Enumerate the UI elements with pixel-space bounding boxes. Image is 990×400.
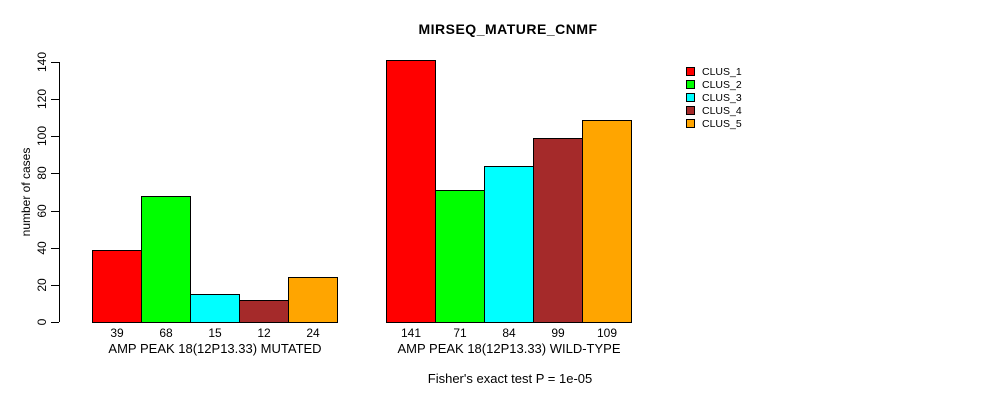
y-axis-tick-label: 40 <box>35 241 49 255</box>
legend-label: CLUS_1 <box>702 66 742 78</box>
legend-label: CLUS_4 <box>702 105 742 117</box>
legend-swatch-clus_1 <box>686 67 695 76</box>
y-axis-tick <box>51 136 59 138</box>
bar-value-label: 15 <box>208 326 222 340</box>
y-axis-tick-label: 140 <box>35 51 49 73</box>
bar-value-label: 39 <box>110 326 124 340</box>
y-axis-tick <box>51 62 59 63</box>
bar-value-label: 141 <box>400 326 422 340</box>
bar-clus_5-group2 <box>582 119 632 323</box>
bar-clus_4-group2 <box>533 138 583 323</box>
y-axis-tick-label: 120 <box>35 89 49 110</box>
legend-swatch-clus_5 <box>686 119 695 128</box>
group-label-2: AMP PEAK 18(12P13.33) WILD-TYPE <box>397 341 621 356</box>
chart-title: MIRSEQ_MATURE_CNMF <box>418 21 598 37</box>
bar-value-label: 84 <box>502 326 516 340</box>
group-label-1: AMP PEAK 18(12P13.33) MUTATED <box>108 341 322 356</box>
bar-clus_3-group2 <box>484 166 534 323</box>
legend-label: CLUS_3 <box>702 92 742 104</box>
bar-value-label: 12 <box>257 326 271 340</box>
bar-clus_2-group1 <box>141 195 191 323</box>
y-axis-tick-label: 0 <box>35 318 49 326</box>
legend-swatch-clus_2 <box>686 80 695 89</box>
y-axis-tick <box>51 322 59 323</box>
y-axis-label: number of cases <box>19 147 33 237</box>
bar-clus_1-group2 <box>386 60 436 323</box>
bar-clus_4-group1 <box>239 299 289 323</box>
legend-label: CLUS_2 <box>702 79 742 91</box>
annotation-fisher-test: Fisher's exact test P = 1e-05 <box>427 371 593 386</box>
legend-swatch-clus_3 <box>686 93 695 102</box>
legend-swatch-clus_4 <box>686 106 695 115</box>
y-axis-tick-label: 60 <box>35 203 49 218</box>
legend-label: CLUS_5 <box>702 118 742 130</box>
bar-clus_2-group2 <box>435 190 485 323</box>
bar-clus_1-group1 <box>92 249 142 323</box>
y-axis-tick-label: 100 <box>35 126 49 147</box>
bar-value-label: 99 <box>551 326 565 340</box>
y-axis-tick <box>51 173 59 175</box>
bar-clus_5-group1 <box>288 277 338 323</box>
bar-value-label: 109 <box>596 326 618 340</box>
bar-clus_3-group1 <box>190 294 240 323</box>
y-axis-tick <box>51 210 59 212</box>
y-axis-tick <box>51 99 59 101</box>
y-axis-tick <box>51 247 59 249</box>
y-axis-tick <box>51 284 59 286</box>
bar-value-label: 24 <box>306 326 320 340</box>
bar-value-label: 68 <box>159 326 173 340</box>
y-axis-line <box>59 62 60 322</box>
y-axis-tick-label: 20 <box>35 278 49 292</box>
bar-value-label: 71 <box>453 326 467 340</box>
y-axis-tick-label: 80 <box>35 166 49 181</box>
